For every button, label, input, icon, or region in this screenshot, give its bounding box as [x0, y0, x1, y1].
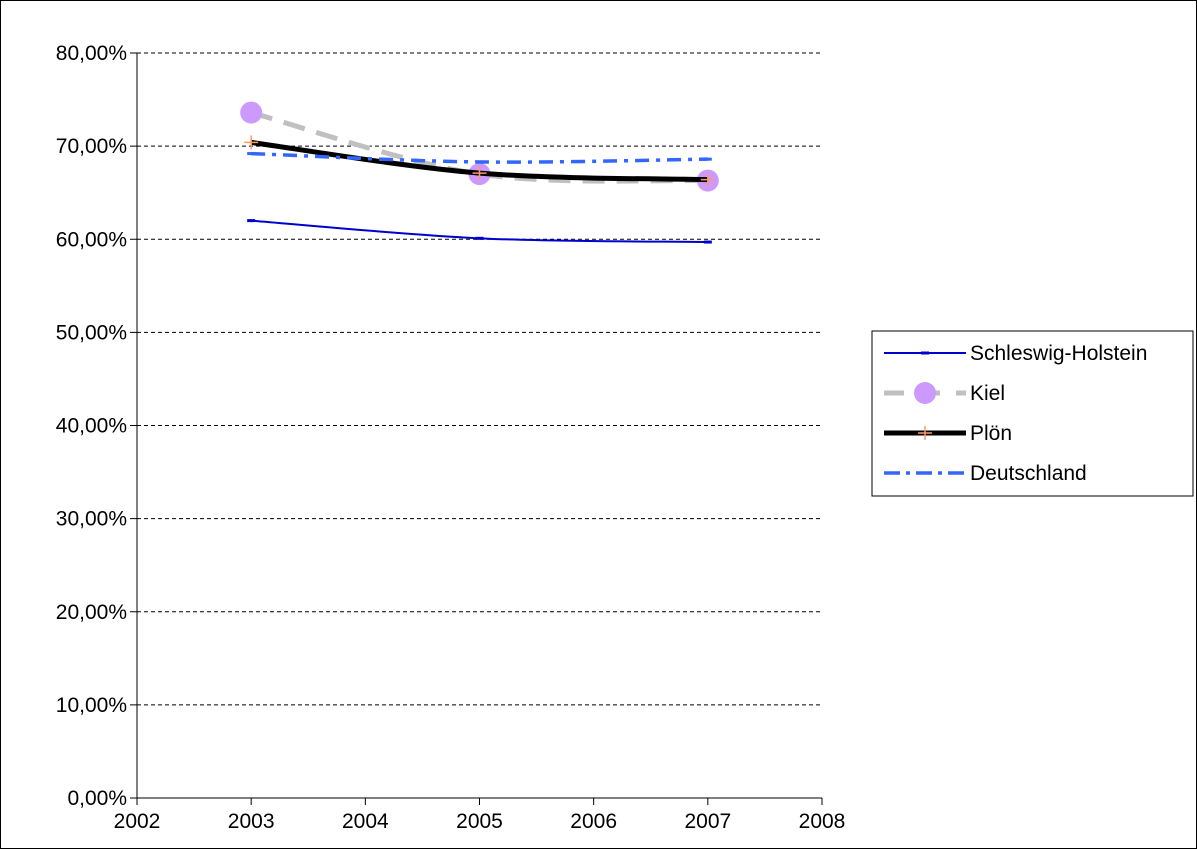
- y-tick-label: 20,00%: [56, 601, 127, 624]
- legend-label: Plön: [970, 422, 1012, 445]
- y-tick-label: 10,00%: [56, 694, 127, 717]
- x-tick-label: 2002: [114, 810, 161, 833]
- data-point-marker: [703, 240, 712, 244]
- data-point-marker: [247, 152, 256, 156]
- series-deutschland: [247, 151, 712, 164]
- axes: 0,00% 10,00% 20,00% 30,00% 40,00% 50,00% 60,00…: [56, 42, 846, 833]
- legend-label: Deutschland: [970, 462, 1087, 485]
- plot-series: [240, 101, 719, 244]
- y-tick-label: 0,00%: [67, 787, 127, 810]
- x-tick-label: 2005: [456, 810, 503, 833]
- x-tick-label: 2006: [570, 810, 617, 833]
- data-point-marker: [921, 471, 929, 475]
- legend-label: Schleswig-Holstein: [970, 342, 1147, 365]
- series-schleswig-holstein: [247, 219, 712, 244]
- data-point-marker: [703, 157, 712, 161]
- x-tick-label: 2004: [342, 810, 389, 833]
- x-tick-label: 2003: [228, 810, 275, 833]
- data-point-marker: [475, 236, 484, 240]
- y-tick-label: 70,00%: [56, 135, 127, 158]
- y-tick-label: 50,00%: [56, 321, 127, 344]
- x-tick-label: 2008: [799, 810, 846, 833]
- legend: Schleswig-Holstein Kiel Plön Deutschland: [871, 330, 1194, 497]
- legend-label: Kiel: [970, 382, 1005, 405]
- grid-lines: [137, 52, 822, 706]
- legend-item: Deutschland: [884, 462, 1087, 485]
- legend-item: Plön: [884, 422, 1012, 445]
- x-tick-label: 2007: [684, 810, 731, 833]
- legend-box: [871, 330, 1194, 497]
- data-point-marker: [921, 351, 929, 355]
- data-point-marker: [914, 382, 936, 404]
- data-point-marker: [475, 160, 484, 164]
- y-tick-label: 60,00%: [56, 228, 127, 251]
- legend-item: Schleswig-Holstein: [884, 342, 1147, 365]
- y-tick-label: 30,00%: [56, 508, 127, 531]
- data-point-marker: [247, 219, 256, 223]
- series-pl-n: [244, 135, 715, 187]
- data-point-marker: [240, 101, 263, 124]
- y-tick-label: 80,00%: [56, 42, 127, 65]
- y-tick-label: 40,00%: [56, 415, 127, 438]
- legend-item: Kiel: [884, 382, 1005, 405]
